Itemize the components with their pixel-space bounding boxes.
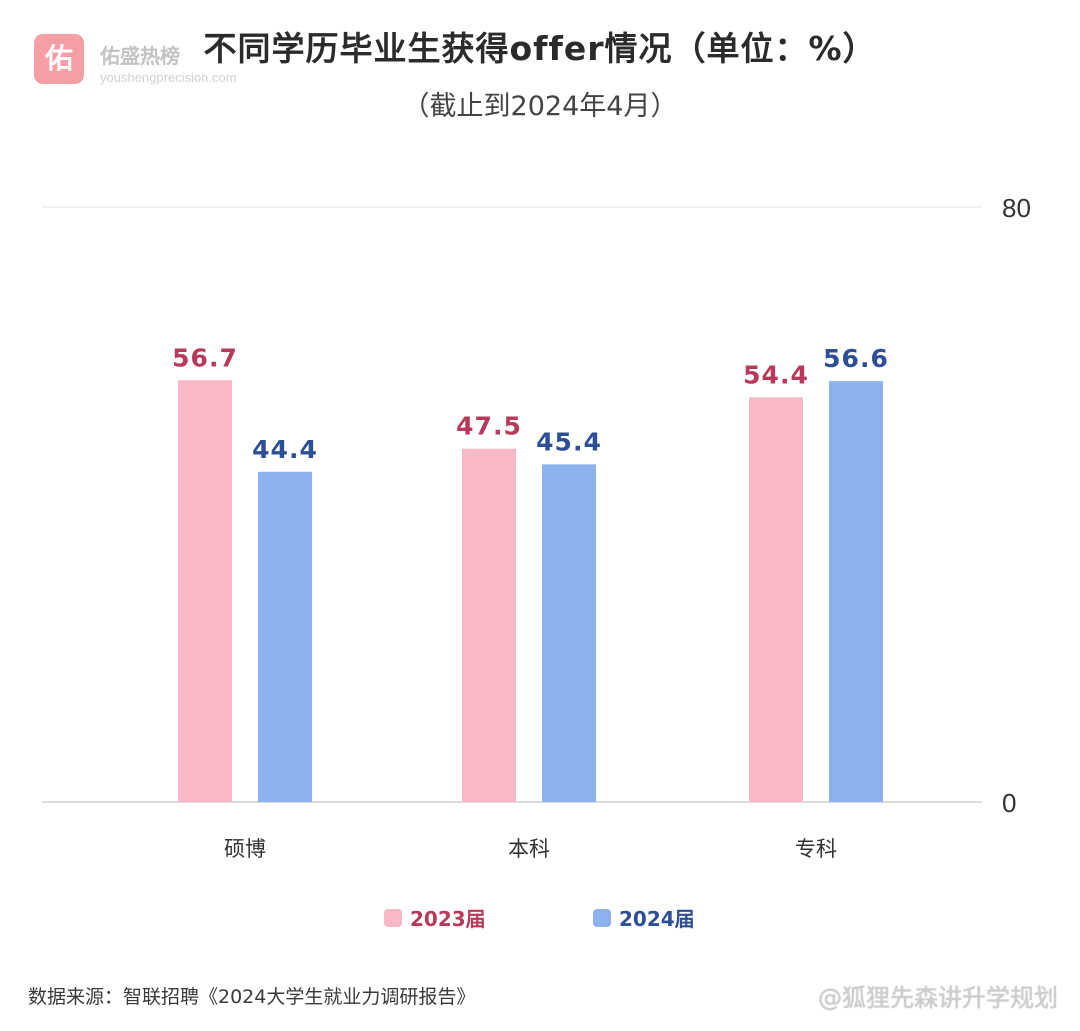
data-label-2023届-本科: 47.5 — [456, 412, 522, 441]
x-tick-label: 本科 — [508, 837, 550, 861]
legend-label-2024: 2024届 — [619, 907, 695, 931]
watermark-name: 佑盛热榜 — [100, 44, 180, 68]
legend-label-2023: 2023届 — [410, 907, 486, 931]
bar-2024届-硕博 — [258, 471, 312, 802]
data-label-2024届-专科: 56.6 — [823, 344, 889, 373]
data-label-2024届-硕博: 44.4 — [252, 435, 318, 464]
data-source: 数据来源：智联招聘《2024大学生就业力调研报告》 — [28, 986, 476, 1008]
legend: 2023届 2024届 — [0, 903, 1080, 937]
bar-2024届-专科 — [829, 381, 883, 802]
bar-2024届-本科 — [542, 464, 596, 802]
chart-title: 不同学历毕业生获得offer情况（单位：%） — [203, 29, 877, 68]
bar-2023届-硕博 — [178, 380, 232, 802]
bar-2023届-专科 — [749, 397, 803, 802]
bar-2023届-本科 — [462, 448, 516, 802]
data-label-2023届-硕博: 56.7 — [172, 343, 238, 372]
y-tick-label: 80 — [1002, 193, 1031, 223]
x-tick-label: 专科 — [795, 837, 837, 861]
legend-swatch-2023 — [384, 909, 402, 927]
watermark-url: youshengprecision.com — [100, 70, 237, 85]
data-label-2023届-专科: 54.4 — [743, 360, 809, 389]
x-tick-label: 硕博 — [224, 837, 266, 861]
watermark-logo-icon: 佑 — [34, 34, 84, 84]
y-tick-label: 0 — [1002, 788, 1016, 818]
legend-swatch-2024 — [593, 909, 611, 927]
chart-subtitle: （截止到2024年4月） — [402, 91, 678, 122]
author-credit: @狐狸先森讲升学规划 — [818, 984, 1058, 1012]
watermark: 佑 佑盛热榜 youshengprecision.com — [34, 34, 274, 90]
data-label-2024届-本科: 45.4 — [536, 427, 602, 456]
